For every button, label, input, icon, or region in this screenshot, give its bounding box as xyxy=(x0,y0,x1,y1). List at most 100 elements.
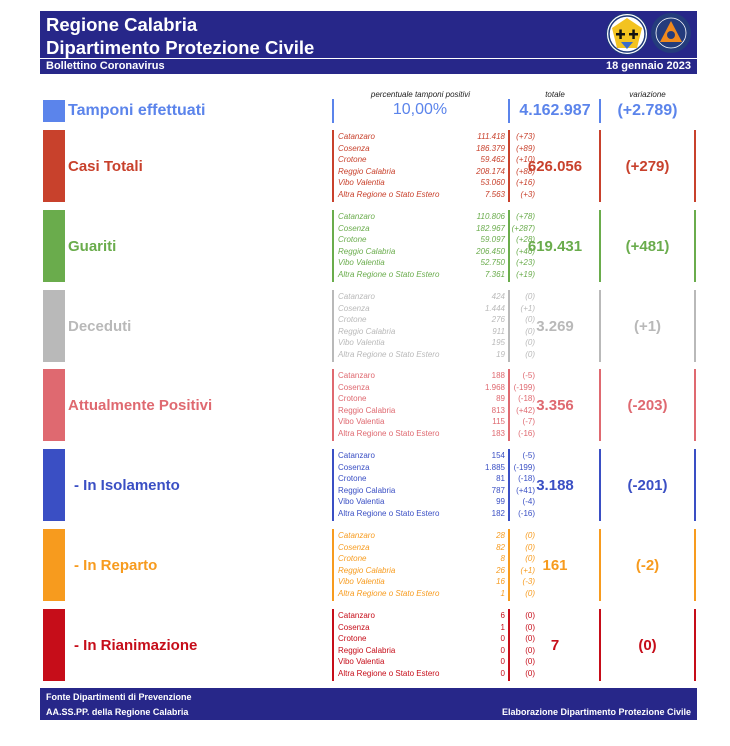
province-value: 81 xyxy=(496,474,505,484)
row-variation: (+481) xyxy=(625,238,670,255)
province-delta: (-16) xyxy=(518,428,535,438)
province-name: Reggio Calabria xyxy=(338,485,396,495)
province-name: Crotone xyxy=(338,315,367,325)
province-value: 26 xyxy=(496,565,505,575)
province-delta: (-3) xyxy=(522,577,535,587)
province-name: Vibo Valentia xyxy=(338,417,385,427)
row-divider-right xyxy=(599,449,601,521)
province-delta: (0) xyxy=(525,338,535,348)
province-delta: (+88) xyxy=(516,166,535,176)
row-divider-right xyxy=(599,609,601,681)
province-row: Crotone 81 (-18) xyxy=(338,473,535,485)
province-delta: (+73) xyxy=(516,132,535,141)
province-delta: (+1) xyxy=(520,303,535,313)
province-row: Catanzaro 188 (-5) xyxy=(338,370,535,382)
province-delta: (-199) xyxy=(513,382,535,392)
tamponi-variation: (+2.789) xyxy=(617,102,678,119)
province-value: 787 xyxy=(491,485,505,495)
row-divider-middle xyxy=(508,130,510,202)
row-divider-edge xyxy=(694,290,696,362)
province-value: 1.444 xyxy=(484,303,505,313)
province-delta: (+19) xyxy=(516,269,535,279)
province-delta: (0) xyxy=(525,634,535,644)
province-row: Reggio Calabria 911 (0) xyxy=(338,326,535,338)
province-delta: (-7) xyxy=(522,417,535,427)
province-row: Vibo Valentia 16 (-3) xyxy=(338,576,535,588)
row-label: Casi Totali xyxy=(68,158,143,175)
province-name: Reggio Calabria xyxy=(338,326,396,336)
row-divider-edge xyxy=(694,529,696,601)
province-name: Crotone xyxy=(338,554,367,564)
province-name: Crotone xyxy=(338,155,367,165)
province-delta: (+16) xyxy=(516,178,535,188)
province-row: Catanzaro 424 (0) xyxy=(338,291,535,303)
province-list: Catanzaro 110.806 (+78) Cosenza 182.967 (+287… xyxy=(338,211,535,281)
province-delta: (-199) xyxy=(513,462,535,472)
province-list: Catanzaro 424 (0) Cosenza 1.444 (+1) Crotone 27… xyxy=(338,291,535,361)
row-divider-left xyxy=(332,529,334,601)
province-delta: (+89) xyxy=(516,143,535,153)
province-row: Reggio Calabria 208.174 (+88) xyxy=(338,166,535,178)
province-delta: (+23) xyxy=(516,258,535,268)
province-value: 89 xyxy=(496,394,505,404)
row-divider-edge xyxy=(694,609,696,681)
province-row: Reggio Calabria 0 (0) xyxy=(338,645,535,657)
province-row: Altra Regione o Stato Estero 19 (0) xyxy=(338,349,535,361)
row-total: 3.269 xyxy=(536,318,574,335)
row-color-bar xyxy=(43,290,65,362)
tamponi-divider-middle xyxy=(508,99,510,123)
province-row: Altra Regione o Stato Estero 183 (-16) xyxy=(338,428,535,440)
province-row: Crotone 0 (0) xyxy=(338,633,535,645)
row-variation: (-2) xyxy=(635,557,660,574)
province-value: 110.806 xyxy=(476,212,505,221)
province-name: Vibo Valentia xyxy=(338,258,385,268)
province-name: Catanzaro xyxy=(338,531,375,540)
province-delta: (0) xyxy=(525,542,535,552)
province-delta: (+28) xyxy=(516,235,535,245)
row-divider-right xyxy=(599,529,601,601)
province-name: Catanzaro xyxy=(338,212,375,221)
province-name: Vibo Valentia xyxy=(338,338,385,348)
row-color-bar xyxy=(43,210,65,282)
province-delta: (+78) xyxy=(516,212,535,221)
province-delta: (0) xyxy=(525,315,535,325)
province-value: 188 xyxy=(491,371,505,380)
province-list: Catanzaro 154 (-5) Cosenza 1.885 (-199) Croton… xyxy=(338,450,535,520)
province-row: Reggio Calabria 787 (+41) xyxy=(338,485,535,497)
row-variation: (+1) xyxy=(633,318,662,335)
province-name: Cosenza xyxy=(338,462,370,472)
province-delta: (-4) xyxy=(522,497,535,507)
province-name: Cosenza xyxy=(338,223,370,233)
province-name: Vibo Valentia xyxy=(338,577,385,587)
province-value: 1.968 xyxy=(484,382,505,392)
province-value: 1 xyxy=(500,622,505,632)
row-divider-right xyxy=(599,369,601,441)
row-variation: (0) xyxy=(638,637,657,654)
province-name: Altra Regione o Stato Estero xyxy=(338,668,440,678)
province-delta: (+41) xyxy=(516,485,535,495)
province-delta: (0) xyxy=(525,326,535,336)
province-delta: (0) xyxy=(525,531,535,540)
province-row: Cosenza 1.885 (-199) xyxy=(338,462,535,474)
province-name: Reggio Calabria xyxy=(338,565,396,575)
province-row: Catanzaro 110.806 (+78) xyxy=(338,211,535,223)
province-name: Catanzaro xyxy=(338,451,375,460)
province-row: Vibo Valentia 0 (0) xyxy=(338,656,535,668)
province-delta: (+42) xyxy=(516,405,535,415)
province-value: 911 xyxy=(492,326,505,336)
province-delta: (-5) xyxy=(522,371,535,380)
row-divider-left xyxy=(332,210,334,282)
province-delta: (+1) xyxy=(520,565,535,575)
variation-caption: variazione xyxy=(629,90,666,99)
province-delta: (0) xyxy=(525,622,535,632)
province-name: Altra Regione o Stato Estero xyxy=(338,508,440,518)
row-label: Attualmente Positivi xyxy=(68,397,213,414)
row-total: 7 xyxy=(550,637,560,654)
province-row: Cosenza 1.968 (-199) xyxy=(338,382,535,394)
province-name: Cosenza xyxy=(338,143,370,153)
province-value: 424 xyxy=(491,292,505,301)
row-color-bar xyxy=(43,449,65,521)
province-value: 8 xyxy=(500,554,505,564)
province-value: 182 xyxy=(491,508,505,518)
footer-elaboration: Elaborazione Dipartimento Protezione Civ… xyxy=(501,707,691,717)
